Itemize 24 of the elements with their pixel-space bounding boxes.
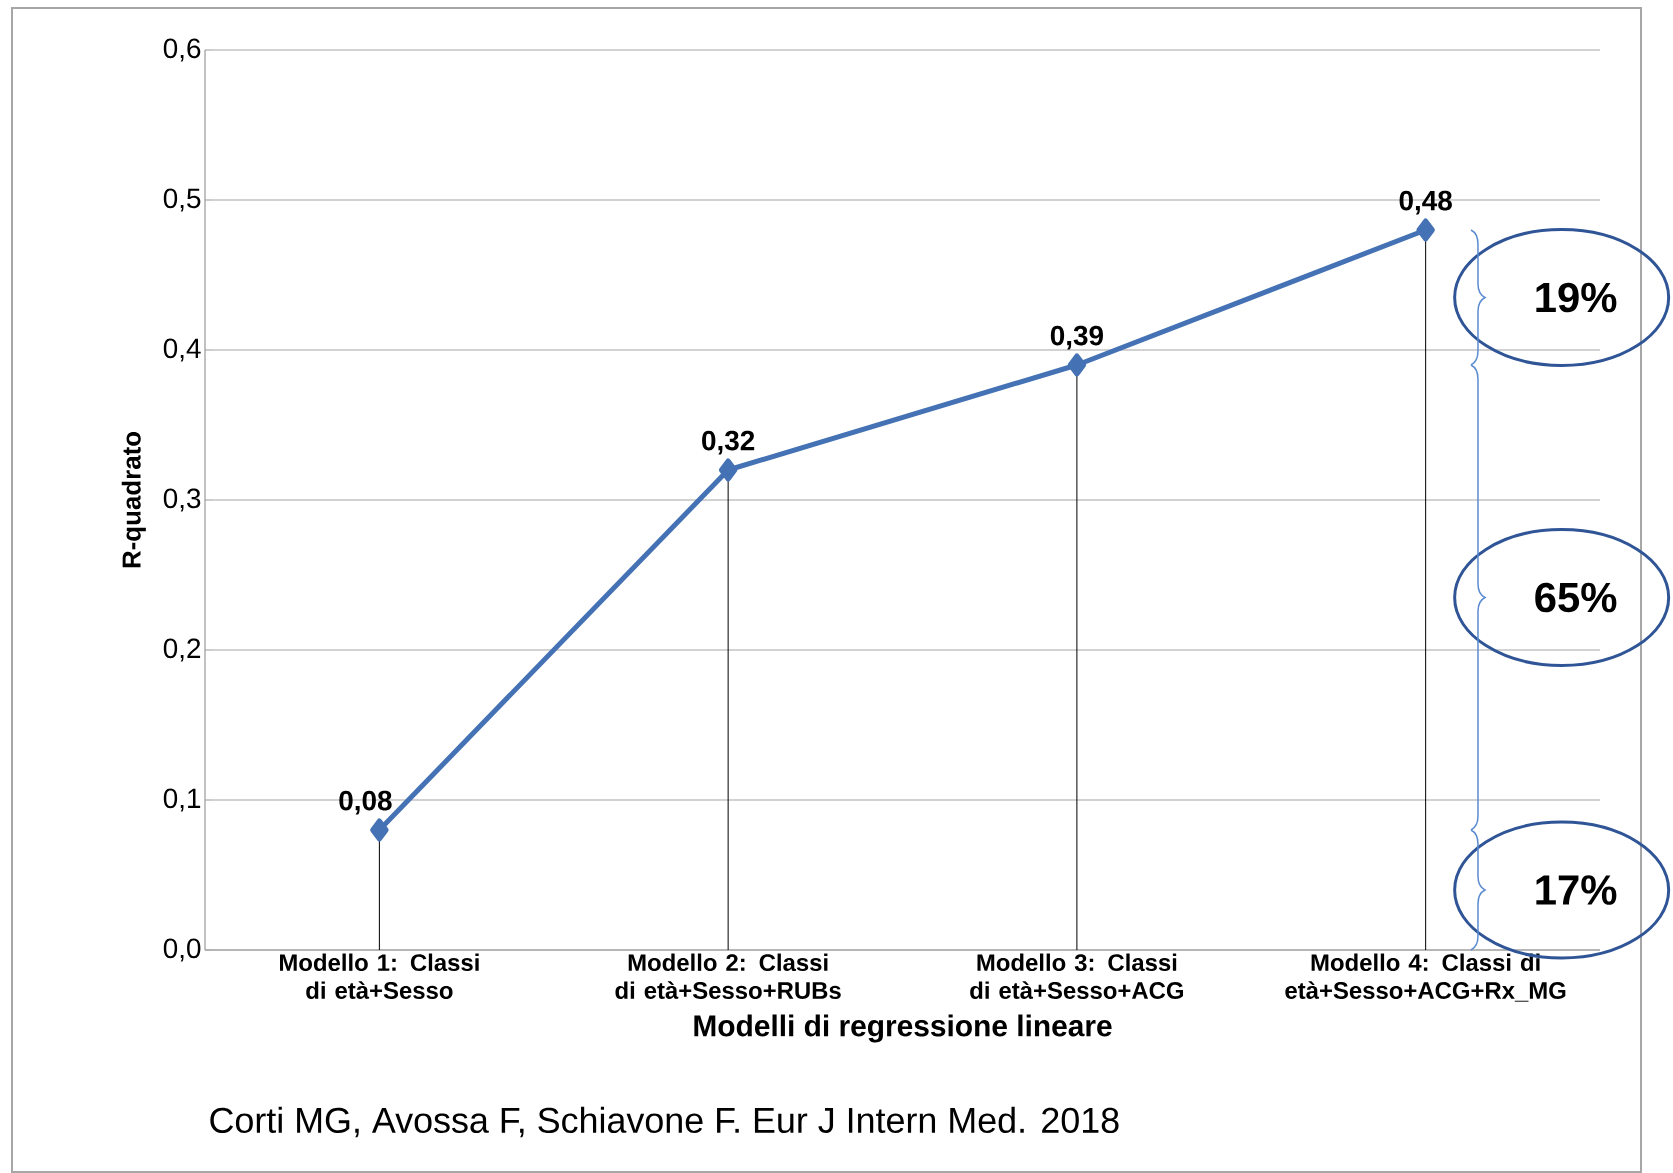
text: Corti MG, Avossa F, Schiavone F. Eur J Intern Med. 2018 — [210, 1106, 1119, 1138]
point — [1416, 218, 1435, 242]
x-tick-label: Modello 3: Classi di età+Sesso+ACG — [970, 953, 1184, 999]
y-tick-label: 0,6 — [163, 38, 201, 62]
y-tick-label: 0,1 — [163, 788, 201, 812]
x-tick-label: Modello 2: Classi di età+Sesso+RUBs — [615, 953, 841, 999]
data-label: 0,32 — [702, 430, 755, 455]
data-label: 0,48 — [1399, 190, 1452, 215]
data-label: 0,08 — [339, 790, 392, 815]
point — [1067, 353, 1087, 377]
annotation: 17% — [1536, 875, 1617, 905]
x-tick-label: Modello 1: Classi di età+Sesso — [280, 953, 479, 999]
point — [370, 818, 389, 842]
annotation: 65% — [1535, 582, 1617, 613]
x-axis-title: Modelli di regressione lineare — [694, 1014, 1112, 1043]
annotation: 19% — [1536, 282, 1617, 313]
data-label: 0,39 — [1050, 325, 1103, 350]
point — [718, 458, 738, 482]
y-tick-label: 0,3 — [163, 488, 201, 512]
y-tick-label: 0,2 — [163, 638, 201, 662]
y-tick-label: 0,5 — [163, 188, 201, 212]
y-tick-label: 0,0 — [163, 938, 201, 962]
y-tick-label: 0,4 — [163, 338, 201, 362]
y-axis-title: R-quadrato — [121, 431, 146, 568]
